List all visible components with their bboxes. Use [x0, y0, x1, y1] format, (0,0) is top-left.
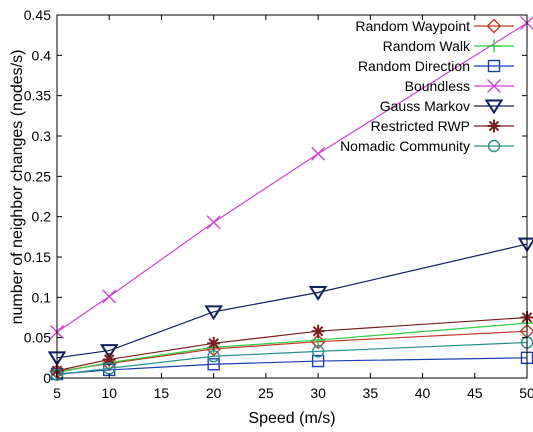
legend-marker [487, 39, 501, 53]
x-tick-label: 20 [206, 385, 222, 401]
legend-marker [486, 18, 502, 34]
legend-marker [487, 59, 501, 73]
x-tick-label: 15 [154, 385, 170, 401]
y-tick-label: 0.2 [32, 209, 52, 225]
series-line [56, 357, 528, 375]
data-point [102, 352, 116, 366]
x-axis-label: Speed (m/s) [248, 410, 335, 427]
x-tick-label: 25 [258, 385, 274, 401]
x-tick-label: 30 [310, 385, 326, 401]
legend-marker [487, 139, 501, 153]
y-tick-label: 0.1 [32, 289, 52, 305]
legend-marker [487, 119, 501, 133]
legend-marker [484, 99, 504, 115]
x-tick-label: 35 [363, 385, 379, 401]
legend-entry: Gauss Markov [380, 98, 514, 115]
x-tick-label: 5 [53, 385, 61, 401]
series-gauss-markov [47, 237, 533, 367]
data-point [207, 350, 220, 363]
y-tick-label: 0.25 [24, 168, 51, 184]
y-tick-label: 0.4 [32, 47, 52, 63]
legend-label: Random Waypoint [355, 18, 470, 34]
x-tick-label: 50 [519, 385, 533, 401]
series-line [56, 243, 528, 359]
series-line [56, 341, 528, 376]
y-tick-label: 0.45 [24, 7, 51, 23]
legend-entry: Random Waypoint [355, 18, 514, 34]
plot-area [47, 16, 533, 381]
data-point [204, 305, 223, 321]
legend-marker [487, 79, 501, 93]
legend-label: Gauss Markov [380, 98, 470, 114]
data-point [206, 215, 221, 230]
legend-entry: Boundless [405, 78, 514, 94]
plot-frame [56, 14, 528, 379]
data-point [311, 146, 326, 161]
y-tick-label: 0.05 [24, 330, 51, 346]
data-point [308, 285, 328, 301]
legend-label: Random Direction [358, 58, 470, 74]
legend-entry: Random Walk [383, 38, 514, 54]
data-point [311, 354, 325, 368]
x-tick-label: 10 [101, 385, 117, 401]
data-point [311, 345, 325, 358]
y-tick-label: 0 [43, 370, 51, 386]
legend: Random Waypoint Random Walk Random Directi… [340, 18, 514, 154]
axes: 5 10 15 20 25 30 35 40 45 50 0 0.05 0.1 0.15 0.2 0.25 0.… [24, 7, 533, 401]
y-axis-label: number of neighbor changes (nodes/s) [9, 50, 26, 325]
y-tick-label: 0.35 [24, 88, 51, 104]
legend-label: Random Walk [383, 38, 471, 54]
legend-entry: Random Direction [358, 58, 514, 74]
data-point [102, 289, 117, 304]
data-point [207, 358, 220, 371]
legend-label: Restricted RWP [371, 118, 470, 134]
legend-label: Boundless [405, 78, 470, 94]
legend-entry: Restricted RWP [371, 118, 514, 134]
legend-entry: Nomadic Community [340, 138, 514, 154]
x-tick-label: 40 [415, 385, 431, 401]
data-point [99, 344, 119, 359]
data-point [207, 336, 221, 350]
y-tick-label: 0.15 [24, 249, 51, 265]
y-tick-label: 0.3 [32, 128, 52, 144]
x-tick-label: 45 [467, 385, 483, 401]
legend-label: Nomadic Community [340, 138, 470, 154]
data-point [311, 324, 325, 338]
